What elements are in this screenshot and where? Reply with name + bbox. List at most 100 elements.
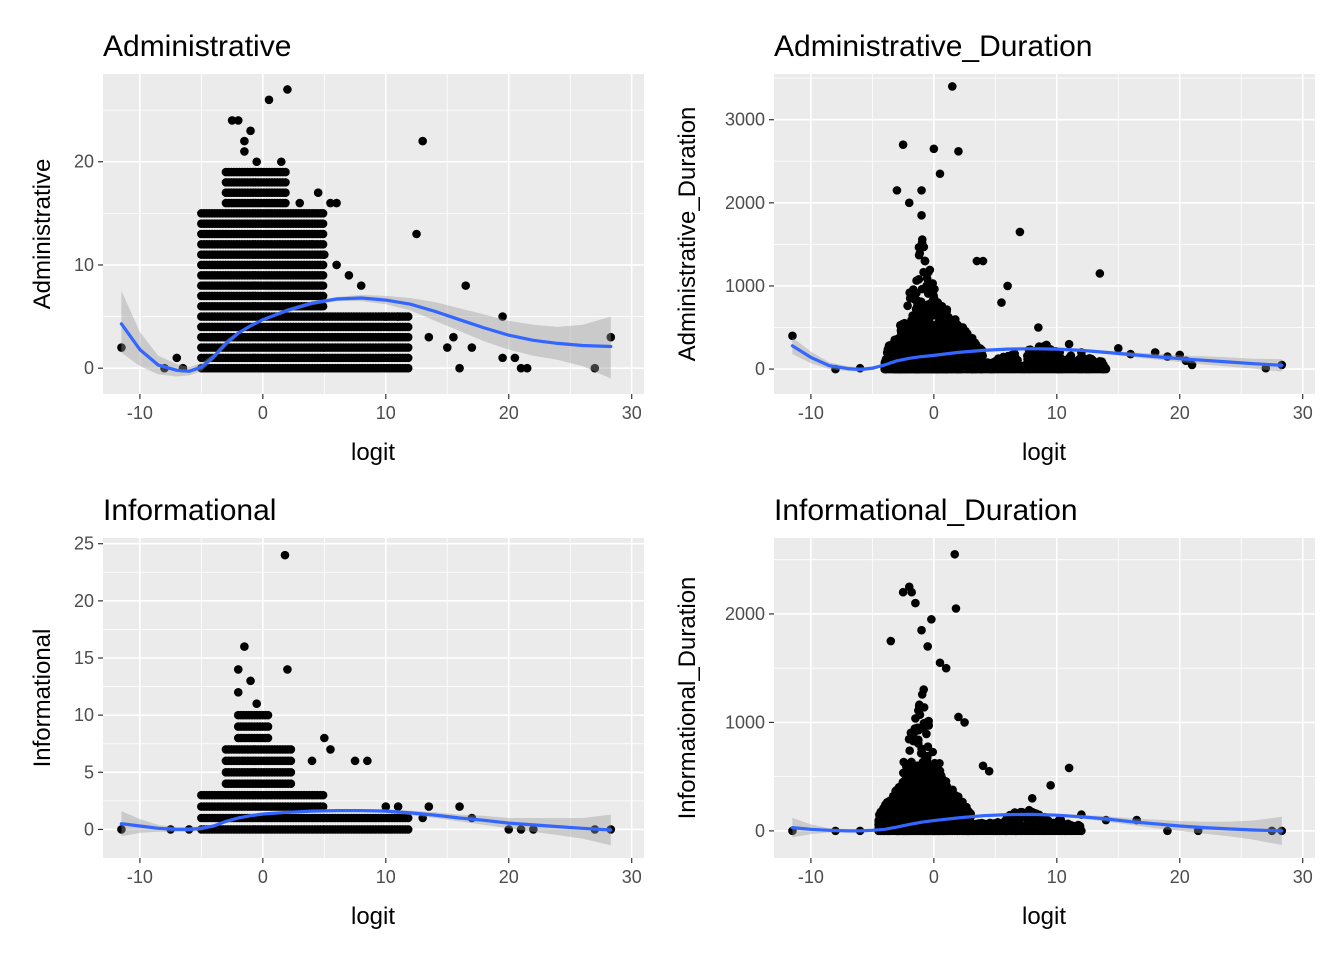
y-tick-label: 5 xyxy=(84,762,94,782)
y-tick-label: 25 xyxy=(74,534,94,554)
data-point xyxy=(442,343,452,352)
data-point xyxy=(917,186,926,195)
x-tick-label: 30 xyxy=(1293,867,1313,887)
data-point xyxy=(939,826,948,836)
y-axis-label: Administrative xyxy=(29,159,56,310)
data-point xyxy=(529,825,538,834)
data-point xyxy=(899,757,909,767)
x-tick-label: 10 xyxy=(376,867,396,887)
x-axis-ticks: -10 0 10 20 30 xyxy=(127,858,642,887)
data-point xyxy=(961,328,971,338)
data-point xyxy=(913,723,922,732)
data-point xyxy=(911,598,920,608)
data-point xyxy=(941,340,950,349)
x-tick-label: -10 xyxy=(798,867,824,887)
data-point xyxy=(934,804,943,814)
data-point xyxy=(418,813,427,823)
data-point xyxy=(326,198,335,208)
data-point xyxy=(947,82,957,91)
data-point xyxy=(233,665,243,674)
data-point xyxy=(905,345,915,354)
data-point xyxy=(922,729,931,739)
data-point xyxy=(356,281,366,290)
data-point xyxy=(307,756,317,766)
data-point xyxy=(1003,281,1012,291)
x-tick-label: -10 xyxy=(127,867,153,887)
data-point xyxy=(403,363,413,373)
data-point xyxy=(381,312,391,321)
data-point xyxy=(1113,343,1123,353)
data-point xyxy=(919,685,929,694)
data-point xyxy=(903,814,912,824)
data-point xyxy=(590,363,600,373)
confidence-band xyxy=(792,813,1282,845)
data-point xyxy=(252,699,261,709)
data-point xyxy=(318,802,328,811)
data-point xyxy=(403,312,413,321)
data-point xyxy=(1048,819,1057,829)
data-point xyxy=(1015,227,1025,237)
x-tick-label: 30 xyxy=(1293,403,1313,423)
data-point xyxy=(318,209,328,218)
y-tick-label: 0 xyxy=(84,819,94,839)
data-point xyxy=(905,767,915,776)
data-point xyxy=(936,787,946,797)
data-point xyxy=(919,325,928,334)
x-tick-label: 20 xyxy=(499,403,519,423)
y-axis-label: Informational xyxy=(29,629,56,768)
data-point xyxy=(252,157,261,167)
x-tick-label: 20 xyxy=(499,867,519,887)
y-axis-label: Informational_Duration xyxy=(674,577,701,820)
gridlines xyxy=(774,538,1315,858)
plot-title: Informational_Duration xyxy=(774,494,1078,527)
data-point xyxy=(233,687,243,697)
data-point xyxy=(227,116,237,125)
data-point xyxy=(911,714,920,723)
data-point xyxy=(927,615,936,624)
data-point xyxy=(935,169,945,179)
x-axis-ticks: -10 0 10 20 30 xyxy=(798,858,1313,887)
y-axis-ticks: 0 1000 2000 xyxy=(725,604,774,841)
data-point xyxy=(939,809,949,819)
data-point xyxy=(263,710,273,720)
data-point xyxy=(918,787,927,797)
data-point xyxy=(915,248,925,258)
data-point xyxy=(892,186,902,195)
x-tick-label: 20 xyxy=(1170,867,1190,887)
plot-title: Informational xyxy=(103,494,276,527)
data-point xyxy=(318,291,328,301)
x-axis-label: logit xyxy=(351,439,395,466)
data-point xyxy=(461,281,471,290)
data-point xyxy=(922,717,932,727)
y-tick-label: 15 xyxy=(74,648,94,668)
data-point xyxy=(1077,826,1086,836)
panel-background xyxy=(103,538,644,858)
data-point xyxy=(903,301,912,311)
x-tick-label: 10 xyxy=(1047,403,1067,423)
data-point xyxy=(455,802,464,811)
panel-background xyxy=(774,74,1315,394)
data-point xyxy=(318,790,328,800)
x-tick-label: -10 xyxy=(798,403,824,423)
data-point xyxy=(917,210,926,220)
data-point xyxy=(286,767,296,777)
data-point xyxy=(332,198,341,208)
data-point xyxy=(424,802,434,811)
data-point xyxy=(318,219,328,228)
data-point xyxy=(963,354,972,363)
panel-background xyxy=(774,538,1315,858)
data-point xyxy=(907,587,917,597)
data-point xyxy=(1187,360,1197,370)
x-axis-ticks: -10 0 10 20 30 xyxy=(127,394,642,423)
data-point xyxy=(295,198,305,208)
data-point xyxy=(381,802,391,811)
data-point xyxy=(1150,348,1160,357)
data-point xyxy=(935,658,945,668)
data-point xyxy=(979,819,989,829)
y-tick-label: 1000 xyxy=(725,276,765,296)
x-tick-label: 0 xyxy=(258,867,268,887)
data-point xyxy=(1004,354,1013,363)
data-point xyxy=(912,288,921,298)
data-point xyxy=(897,323,906,333)
data-point xyxy=(240,642,249,651)
